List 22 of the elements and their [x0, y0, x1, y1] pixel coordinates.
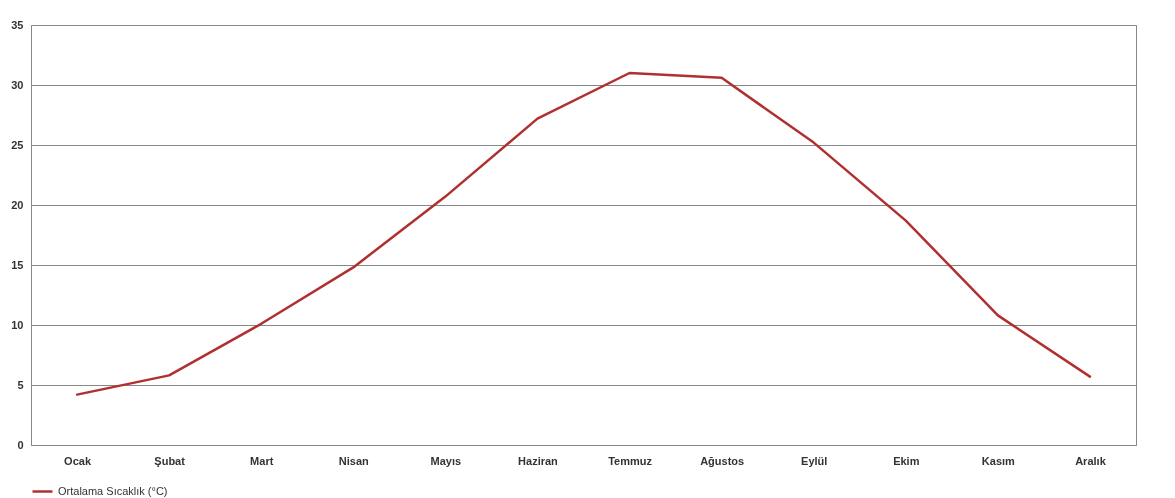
y-tick-label: 0	[17, 438, 24, 451]
x-tick-label: Aralık	[1075, 454, 1107, 467]
x-tick-label: Nisan	[338, 454, 370, 467]
x-tick-label: Eylül	[801, 454, 828, 467]
x-tick-label: Haziran	[518, 454, 559, 467]
x-tick-label: Ocak	[64, 454, 92, 467]
x-tick-label: Şubat	[154, 454, 186, 467]
x-tick-label: Ağustos	[700, 454, 745, 467]
x-tick-label: Temmuz	[608, 454, 653, 467]
y-tick-label: 25	[11, 138, 24, 151]
legend-label: Ortalama Sıcaklık (°C)	[58, 484, 168, 497]
y-tick-label: 15	[11, 258, 24, 271]
x-tick-label: Mayıs	[430, 454, 462, 467]
x-tick-label: Mart	[250, 454, 274, 467]
y-tick-label: 35	[11, 18, 24, 31]
y-tick-label: 5	[17, 378, 24, 391]
line-series	[75, 71, 1092, 396]
y-tick-label: 10	[11, 318, 24, 331]
x-tick-label: Ekim	[893, 454, 920, 467]
y-tick-label: 20	[11, 198, 24, 211]
x-tick-label: Kasım	[981, 454, 1016, 467]
y-tick-label: 30	[11, 78, 24, 91]
